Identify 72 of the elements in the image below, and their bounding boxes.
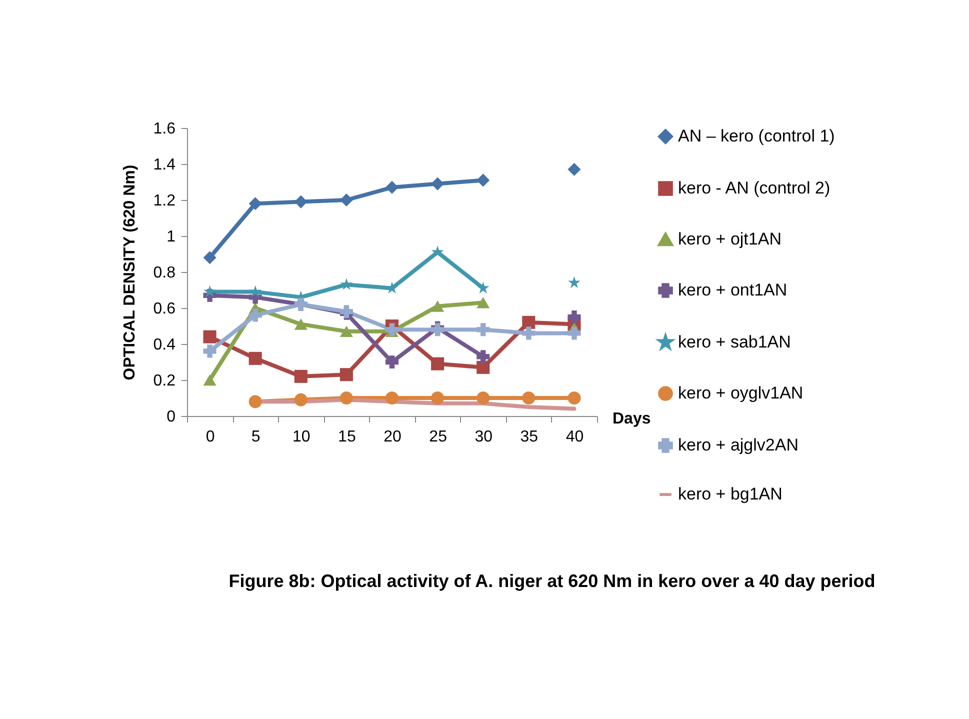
x-tick-label: 0 [206,428,215,446]
y-tick-label: 1.6 [153,120,176,138]
x-tick-label: 35 [520,428,538,446]
legend-label: kero + ont1AN [678,280,788,300]
point [248,308,262,322]
point [385,355,399,369]
point [385,323,399,336]
point [340,193,353,207]
y-tick-label: 1.4 [153,156,176,174]
y-axis-title: OPTICAL DENSITY (620 Nm) [121,164,138,380]
y-tick-label: 0 [166,408,176,426]
x-tick-label: 15 [338,428,356,446]
x-axis-title: Days [612,410,651,428]
point [431,300,444,312]
point [248,395,262,408]
legend-label: kero + sab1AN [678,332,791,352]
point [431,177,444,190]
legend-label: AN – kero (control 1) [678,126,835,146]
point [249,285,262,298]
point [340,391,353,405]
x-tick-label: 30 [474,428,493,446]
point [294,370,308,383]
point [340,326,353,338]
legend-label: kero + oyglv1AN [678,384,804,402]
legend-label: kero + ajglv2AN [678,436,798,454]
y-tick-label: 0.4 [153,336,176,354]
x-tick-label: 5 [251,428,260,446]
x-tick-label: 20 [384,428,402,446]
point [476,296,490,308]
y-tick-label: 1 [166,228,176,246]
point [476,323,490,336]
x-tick-label: 40 [566,428,584,446]
point [340,278,353,290]
point [476,282,490,294]
point [203,330,216,344]
point [204,285,216,298]
point [476,391,490,405]
point [522,316,536,329]
point [385,180,399,194]
x-tick-label: 25 [429,428,448,446]
point [568,276,580,288]
point [568,162,581,176]
x-tick-label: 10 [292,428,310,446]
legend-label: kero + ojt1AN [678,230,782,248]
point [522,326,536,340]
point [203,344,216,358]
point [203,251,216,264]
point [248,352,262,365]
text: Figure 8b: Optical activity of A. niger at 620 Nm in kero over a 40 day period [228,571,876,591]
point [476,360,490,374]
legend-label: kero + bg1AN [678,484,782,504]
point [476,174,490,187]
y-tick-label: 0.6 [153,300,176,318]
point [568,310,581,324]
point [248,197,262,210]
point [385,391,399,405]
point [568,326,581,340]
legend-label: kero - AN (control 2) [678,178,830,198]
point [294,195,308,208]
point [431,391,444,405]
point [203,374,216,386]
point [476,350,490,364]
point [522,391,536,405]
point [294,393,308,406]
y-tick-label: 1.2 [153,192,176,210]
y-tick-label: 0.2 [153,372,176,390]
point [431,246,444,258]
y-tick-label: 0.8 [153,264,176,282]
point [340,368,353,382]
point [568,391,581,405]
point [431,357,444,370]
point [294,318,308,330]
